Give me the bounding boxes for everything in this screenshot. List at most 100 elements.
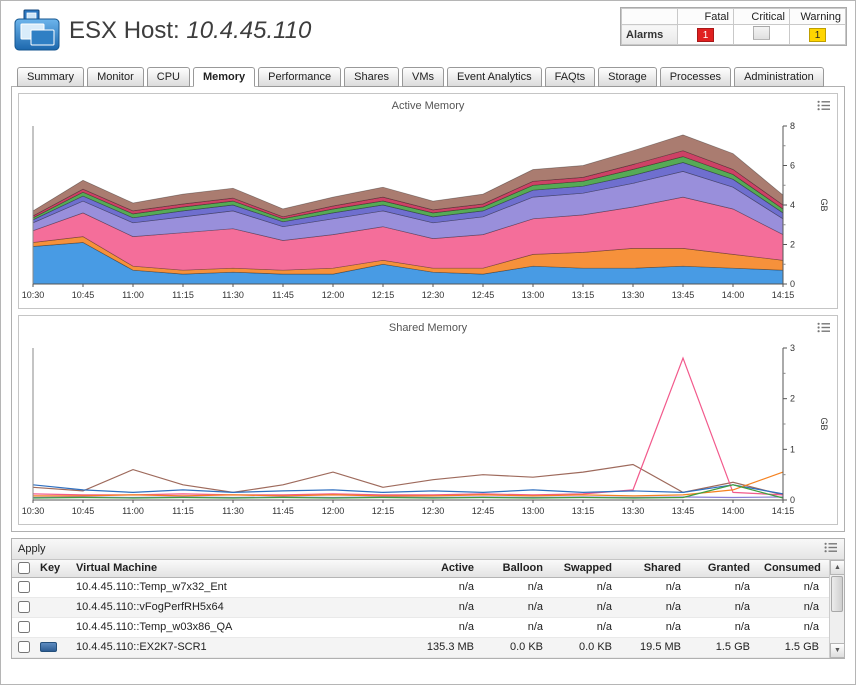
tab-monitor[interactable]: Monitor bbox=[87, 67, 144, 87]
svg-text:13:00: 13:00 bbox=[522, 290, 545, 300]
table-scrollbar[interactable]: ▲ ▼ bbox=[829, 560, 845, 658]
apply-button[interactable]: Apply bbox=[18, 543, 46, 555]
svg-text:10:30: 10:30 bbox=[22, 506, 45, 516]
alarms-col-critical: Critical bbox=[733, 8, 790, 25]
svg-text:6: 6 bbox=[790, 161, 795, 171]
svg-text:13:00: 13:00 bbox=[522, 506, 545, 516]
tab-performance[interactable]: Performance bbox=[258, 67, 342, 87]
series-key-swatch bbox=[40, 642, 57, 653]
table-row[interactable]: 10.4.45.110::vFogPerfRH5x64 n/a n/a n/a n/a n… bbox=[12, 597, 829, 618]
svg-text:12:30: 12:30 bbox=[422, 506, 445, 516]
row-checkbox[interactable] bbox=[18, 601, 30, 614]
svg-text:14:00: 14:00 bbox=[722, 506, 745, 516]
svg-text:11:30: 11:30 bbox=[222, 506, 244, 516]
chart-menu-icon[interactable] bbox=[817, 320, 831, 338]
metric-cell: 0.0 KB bbox=[553, 637, 622, 658]
metric-cell: n/a bbox=[484, 597, 553, 618]
table-row[interactable]: 10.4.45.110::Temp_w7x32_Ent n/a n/a n/a n/a n… bbox=[12, 577, 829, 598]
scroll-down-icon[interactable]: ▼ bbox=[830, 642, 845, 658]
warning-count-badge[interactable]: 1 bbox=[809, 27, 826, 42]
svg-text:10:30: 10:30 bbox=[22, 290, 45, 300]
table-row[interactable]: 10.4.45.110::Temp_w03x86_QA n/a n/a n/a n/a n… bbox=[12, 617, 829, 638]
page-title-prefix: ESX Host: bbox=[69, 17, 187, 44]
row-checkbox[interactable] bbox=[18, 641, 30, 654]
svg-text:14:15: 14:15 bbox=[772, 506, 795, 516]
svg-text:12:15: 12:15 bbox=[372, 506, 395, 516]
table-row[interactable]: 10.4.45.110::EX2K7-SCR1 135.3 MB 0.0 KB 0.0… bbox=[12, 637, 829, 658]
column-header-key[interactable]: Key bbox=[36, 560, 72, 578]
esx-host-icon bbox=[14, 9, 60, 51]
vm-name-cell[interactable]: 10.4.45.110::vFogPerfRH5x64 bbox=[72, 597, 415, 618]
metric-cell: n/a bbox=[415, 597, 484, 618]
svg-text:11:15: 11:15 bbox=[172, 506, 194, 516]
svg-text:13:15: 13:15 bbox=[572, 290, 595, 300]
metric-cell: n/a bbox=[622, 577, 691, 598]
tab-processes[interactable]: Processes bbox=[659, 67, 732, 87]
metric-cell: n/a bbox=[622, 597, 691, 618]
vm-name-cell[interactable]: 10.4.45.110::Temp_w03x86_QA bbox=[72, 617, 415, 638]
column-header-granted[interactable]: Granted bbox=[691, 560, 760, 578]
tab-summary[interactable]: Summary bbox=[17, 67, 85, 87]
svg-text:14:00: 14:00 bbox=[722, 290, 745, 300]
metric-cell: n/a bbox=[484, 617, 553, 638]
column-header-swapped[interactable]: Swapped bbox=[553, 560, 622, 578]
vm-name-cell[interactable]: 10.4.45.110::Temp_w7x32_Ent bbox=[72, 577, 415, 598]
svg-text:12:45: 12:45 bbox=[472, 290, 495, 300]
tab-storage[interactable]: Storage bbox=[598, 67, 657, 87]
column-header-consumed[interactable]: Consumed bbox=[760, 560, 829, 578]
svg-text:12:15: 12:15 bbox=[372, 290, 395, 300]
column-header-balloon[interactable]: Balloon bbox=[484, 560, 553, 578]
metric-cell: n/a bbox=[691, 617, 760, 638]
metric-cell: n/a bbox=[415, 617, 484, 638]
metric-cell: 19.5 MB bbox=[622, 637, 691, 658]
vm-name-cell[interactable]: 10.4.45.110::EX2K7-SCR1 bbox=[72, 637, 415, 658]
select-all-checkbox[interactable] bbox=[18, 562, 30, 575]
svg-text:0: 0 bbox=[790, 495, 795, 505]
metric-cell: n/a bbox=[760, 577, 829, 598]
tab-cpu[interactable]: CPU bbox=[146, 67, 190, 87]
scroll-up-icon[interactable]: ▲ bbox=[830, 560, 845, 575]
column-header-active[interactable]: Active bbox=[415, 560, 484, 578]
row-checkbox[interactable] bbox=[18, 581, 30, 594]
svg-text:13:15: 13:15 bbox=[572, 506, 595, 516]
column-header-virtual-machine[interactable]: Virtual Machine bbox=[72, 560, 415, 578]
tab-memory[interactable]: Memory bbox=[192, 67, 256, 87]
tab-vms[interactable]: VMs bbox=[402, 67, 445, 87]
row-checkbox[interactable] bbox=[18, 621, 30, 634]
metric-cell: 135.3 MB bbox=[415, 637, 484, 658]
alarms-panel: Fatal Critical Warning Alarms 1 1 bbox=[620, 7, 847, 46]
svg-text:10:45: 10:45 bbox=[72, 290, 95, 300]
tab-administration[interactable]: Administration bbox=[734, 67, 824, 87]
svg-text:4: 4 bbox=[790, 200, 795, 210]
metric-cell: n/a bbox=[553, 597, 622, 618]
tab-event-analytics[interactable]: Event Analytics bbox=[447, 67, 542, 87]
svg-text:0: 0 bbox=[790, 279, 795, 289]
svg-text:11:45: 11:45 bbox=[272, 290, 294, 300]
column-header-shared[interactable]: Shared bbox=[622, 560, 691, 578]
svg-text:13:45: 13:45 bbox=[672, 506, 695, 516]
svg-text:11:45: 11:45 bbox=[272, 506, 294, 516]
svg-text:12:00: 12:00 bbox=[322, 290, 345, 300]
shared-memory-chart-panel: Shared Memory 0 1 2 3 GB 10:30 10:45 11:00 11:15… bbox=[18, 315, 838, 525]
table-menu-icon[interactable] bbox=[824, 542, 838, 556]
page-header: ESX Host: 10.4.45.110 Fatal Critical War… bbox=[1, 1, 855, 65]
metric-cell: 1.5 GB bbox=[760, 637, 829, 658]
tab-shares[interactable]: Shares bbox=[344, 67, 400, 87]
fatal-count-badge[interactable]: 1 bbox=[697, 27, 714, 42]
metric-cell: n/a bbox=[760, 597, 829, 618]
table-header-row: Key Virtual Machine Active Balloon Swapped Sh… bbox=[12, 560, 829, 578]
metric-cell: n/a bbox=[760, 617, 829, 638]
svg-text:1: 1 bbox=[790, 444, 795, 454]
svg-text:12:45: 12:45 bbox=[472, 506, 495, 516]
tab-faqts[interactable]: FAQts bbox=[544, 67, 596, 87]
vm-table-panel: Apply Key Virtual Machine Active Balloon Swa… bbox=[11, 538, 845, 659]
svg-text:2: 2 bbox=[790, 394, 795, 404]
svg-text:11:00: 11:00 bbox=[122, 506, 144, 516]
svg-text:13:30: 13:30 bbox=[622, 506, 645, 516]
svg-text:GB: GB bbox=[819, 417, 829, 430]
critical-count-badge[interactable] bbox=[753, 26, 770, 40]
scrollbar-thumb[interactable] bbox=[831, 576, 843, 612]
vm-table-wrap: Key Virtual Machine Active Balloon Swapped Sh… bbox=[12, 560, 845, 658]
chart-menu-icon[interactable] bbox=[817, 98, 831, 116]
